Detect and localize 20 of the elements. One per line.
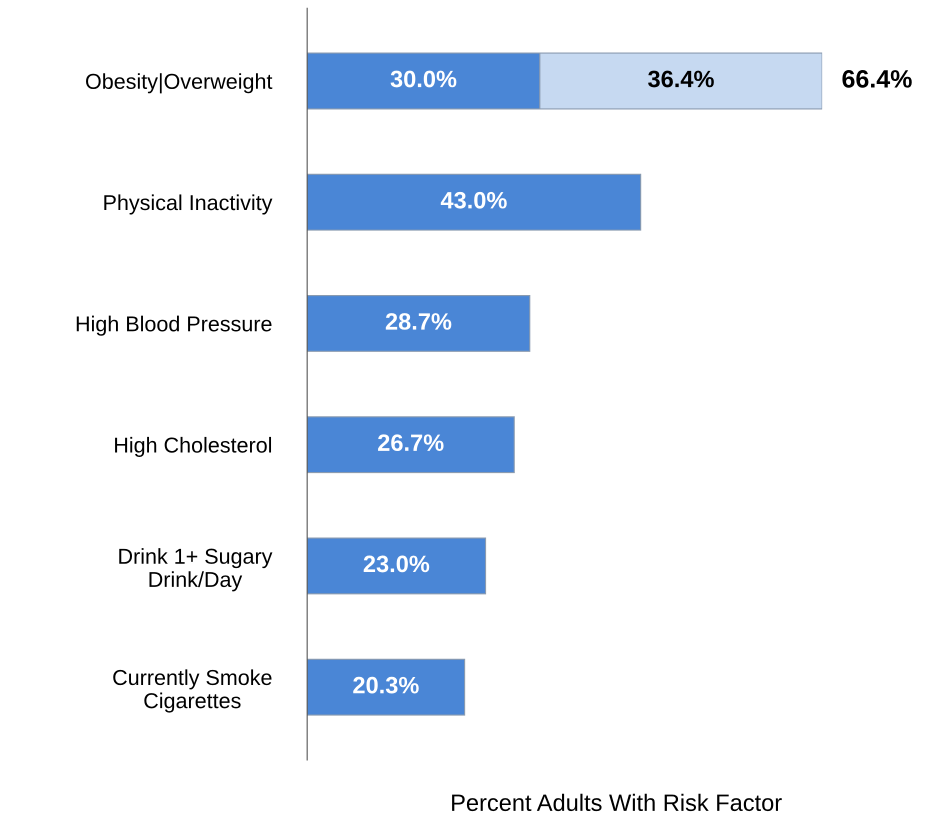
y-tick-label: Drink 1+ Sugary Drink/Day [119,548,272,592]
bar [307,538,486,594]
bar [307,295,530,352]
data-label: 36.4% [648,70,714,88]
bar [307,658,466,716]
data-label: 23.0% [364,556,430,572]
bar [307,416,515,474]
y-tick-label: Physical Inactivity [104,194,272,215]
data-label: 30.0% [390,70,456,88]
y-tick-label: High Blood Pressure [76,316,272,336]
x-axis-title: Percent Adults With Risk Factor [452,794,782,812]
bar [307,174,642,231]
total-label: 66.4% [842,70,912,88]
data-label: 28.7% [386,313,452,330]
y-tick-label: High Cholesterol [115,436,272,457]
data-label: 26.7% [378,434,444,452]
data-label: 20.3% [353,676,419,694]
y-tick-label: Obesity|Overweight [86,73,272,94]
data-label: 43.0% [440,192,507,209]
y-tick-label: Currently Smoke Cigarettes [113,669,272,713]
